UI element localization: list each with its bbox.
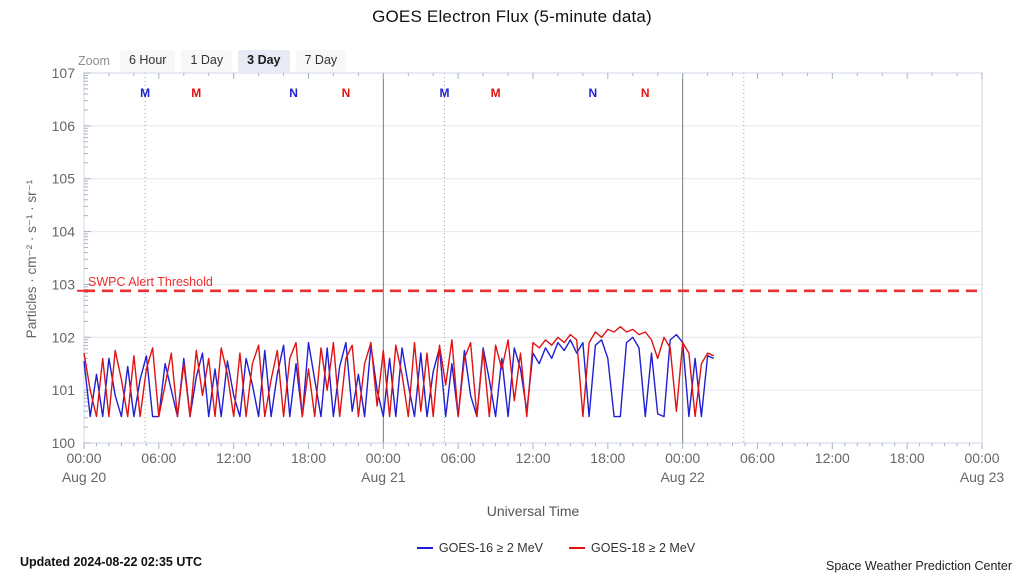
zoom-button-6-hour[interactable]: 6 Hour bbox=[119, 50, 176, 72]
x-tick-label: 00:00 bbox=[964, 450, 999, 466]
x-tick-label: 18:00 bbox=[890, 450, 925, 466]
x-tick-label: 12:00 bbox=[515, 450, 550, 466]
satellite-marker-M: M bbox=[140, 86, 150, 100]
legend-item-goes16: GOES-16 ≥ 2 MeV bbox=[416, 541, 543, 555]
zoom-label: Zoom bbox=[78, 53, 110, 68]
x-tick-label: 00:00 bbox=[66, 450, 101, 466]
x-tick-label: 00:00 bbox=[366, 450, 401, 466]
swpc-credit: Space Weather Prediction Center bbox=[826, 559, 1012, 573]
x-tick-label: 12:00 bbox=[216, 450, 251, 466]
zoom-button-1-day[interactable]: 1 Day bbox=[181, 50, 233, 72]
updated-timestamp: Updated 2024-08-22 02:35 UTC bbox=[20, 555, 203, 569]
zoom-button-3-day[interactable]: 3 Day bbox=[238, 50, 290, 72]
x-date-label: Aug 21 bbox=[361, 469, 406, 485]
plot-border bbox=[83, 72, 983, 444]
legend-item-goes18: GOES-18 ≥ 2 MeV bbox=[569, 541, 695, 555]
y-tick-label: 104 bbox=[52, 224, 76, 240]
series-goes18 bbox=[83, 326, 715, 418]
x-tick-label: 18:00 bbox=[291, 450, 326, 466]
x-axis-title: Universal Time bbox=[486, 503, 580, 519]
chart-legend: GOES-16 ≥ 2 MeV GOES-18 ≥ 2 MeV bbox=[44, 541, 1024, 555]
x-tick-label: 12:00 bbox=[815, 450, 850, 466]
y-tick-label: 106 bbox=[52, 118, 76, 134]
x-tick-label: 06:00 bbox=[740, 450, 775, 466]
goes16-line-swatch bbox=[416, 547, 433, 549]
x-tick-label: 06:00 bbox=[141, 450, 176, 466]
x-date-label: Aug 23 bbox=[960, 469, 1005, 485]
y-tick-label: 101 bbox=[52, 382, 76, 398]
goes18-line-swatch bbox=[569, 547, 585, 549]
y-tick-label: 100 bbox=[52, 435, 76, 451]
y-tick-label: 102 bbox=[52, 329, 76, 345]
legend-label-goes18: GOES-18 ≥ 2 MeV bbox=[591, 541, 696, 555]
satellite-marker-N: N bbox=[342, 86, 351, 100]
y-axis-title: Particles · cm⁻² · s⁻¹ · sr⁻¹ bbox=[24, 179, 39, 339]
satellite-marker-N: N bbox=[589, 86, 598, 100]
threshold-label: SWPC Alert Threshold bbox=[88, 275, 213, 289]
satellite-marker-M: M bbox=[491, 86, 501, 100]
satellite-marker-M: M bbox=[191, 86, 201, 100]
x-tick-label: 00:00 bbox=[665, 450, 700, 466]
satellite-marker-M: M bbox=[439, 86, 449, 100]
x-tick-label: 18:00 bbox=[590, 450, 625, 466]
zoom-range-selector: Zoom 6 Hour 1 Day 3 Day 7 Day bbox=[78, 50, 347, 72]
chart-title: GOES Electron Flux (5-minute data) bbox=[372, 7, 652, 26]
y-tick-label: 105 bbox=[52, 171, 76, 187]
x-date-label: Aug 22 bbox=[660, 469, 705, 485]
zoom-button-7-day[interactable]: 7 Day bbox=[295, 50, 347, 72]
flux-chart-plot: 00:00 Aug 20 06:00 12:00 18:00 00:00 Aug 21 06:… bbox=[52, 65, 1005, 485]
y-tick-label: 103 bbox=[52, 276, 76, 292]
legend-label-goes16: GOES-16 ≥ 2 MeV bbox=[438, 541, 543, 555]
satellite-marker-N: N bbox=[641, 86, 650, 100]
x-date-label: Aug 20 bbox=[62, 469, 107, 485]
satellite-marker-N: N bbox=[289, 86, 298, 100]
x-tick-label: 06:00 bbox=[441, 450, 476, 466]
y-tick-label: 107 bbox=[52, 65, 76, 81]
